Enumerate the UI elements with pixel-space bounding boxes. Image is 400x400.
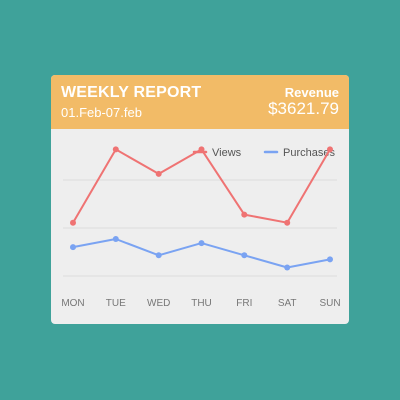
x-axis-labels: MON TUE WED THU FRI SAT SUN — [61, 298, 340, 309]
chart-grid — [63, 179, 337, 277]
date-range: 01.Feb-07.feb — [61, 105, 142, 120]
series-line-views — [72, 148, 331, 224]
data-point-purchases-fri — [241, 252, 248, 259]
data-point-views-tue — [112, 146, 119, 153]
chart-series — [70, 146, 333, 271]
chart-legend: Views Purchases — [192, 147, 335, 159]
x-tick-label-sun: SUN — [319, 298, 340, 309]
revenue-label: Revenue — [284, 85, 339, 100]
x-tick-label-wed: WED — [147, 298, 170, 309]
x-tick-label-mon: MON — [61, 298, 84, 309]
data-point-purchases-wed — [155, 252, 162, 259]
data-point-purchases-tue — [112, 236, 119, 242]
data-point-purchases-sat — [284, 264, 291, 271]
data-point-views-sun — [327, 146, 333, 153]
line-chart: Views Purchases MON TUE WED THU FRI SAT SUN — [61, 146, 341, 309]
data-point-views-wed — [155, 170, 162, 177]
report-title: WEEKLY REPORT — [61, 84, 202, 101]
data-point-views-sat — [284, 219, 291, 226]
weekly-report-card: WEEKLY REPORT 01.Feb-07.feb Revenue $362… — [51, 75, 349, 324]
revenue-value: $3621.79 — [268, 99, 339, 118]
x-tick-label-thu: THU — [191, 298, 212, 309]
x-tick-label-sat: SAT — [278, 298, 297, 309]
data-point-views-fri — [241, 211, 248, 218]
data-point-purchases-thu — [198, 240, 205, 247]
card-header: WEEKLY REPORT 01.Feb-07.feb Revenue $362… — [51, 75, 349, 129]
x-tick-label-tue: TUE — [106, 298, 126, 309]
data-point-views-mon — [70, 219, 76, 226]
data-point-purchases-sun — [327, 256, 333, 263]
x-tick-label-fri: FRI — [236, 298, 252, 309]
legend-label-views: Views — [212, 147, 242, 159]
data-point-views-thu — [198, 146, 205, 153]
legend-label-purchases: Purchases — [283, 147, 335, 159]
data-point-purchases-mon — [70, 244, 76, 251]
